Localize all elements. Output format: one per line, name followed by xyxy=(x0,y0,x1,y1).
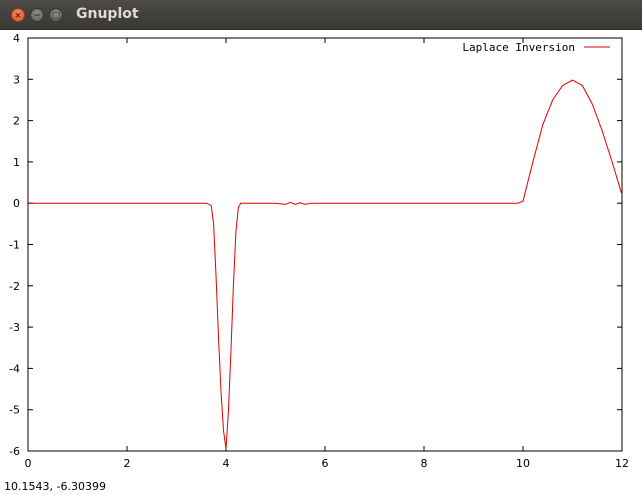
window-titlebar[interactable]: × − □ Gnuplot xyxy=(0,0,642,30)
close-icon[interactable]: × xyxy=(11,8,25,22)
series-line xyxy=(28,79,623,449)
x-tick-label: 0 xyxy=(25,457,32,470)
minimize-icon[interactable]: − xyxy=(30,8,44,22)
y-tick-label: 0 xyxy=(13,197,20,210)
y-tick-label: -4 xyxy=(9,362,20,375)
x-tick-label: 6 xyxy=(322,457,329,470)
y-tick-label: -1 xyxy=(9,239,20,252)
x-tick-label: 4 xyxy=(223,457,230,470)
y-tick-label: -2 xyxy=(9,280,20,293)
x-tick-label: 2 xyxy=(124,457,131,470)
x-tick-label: 8 xyxy=(421,457,428,470)
y-tick-label: -3 xyxy=(9,321,20,334)
maximize-icon[interactable]: □ xyxy=(49,8,63,22)
y-tick-label: 1 xyxy=(13,156,20,169)
y-tick-label: 3 xyxy=(13,73,20,86)
y-tick-label: -6 xyxy=(9,445,20,458)
legend-label: Laplace Inversion xyxy=(462,41,575,54)
x-tick-label: 12 xyxy=(615,457,629,470)
plot-frame xyxy=(27,37,623,452)
y-tick-label: -5 xyxy=(9,404,20,417)
x-tick-label: 10 xyxy=(516,457,530,470)
plot-area[interactable]: 0 2 4 6 8 10 12 -6 -5 -4 -3 -2 -1 0 1 2 3 4 Laplace Invers… xyxy=(0,30,642,479)
y-tick-label: 4 xyxy=(13,32,20,45)
status-bar: 10.1543, -6.30399 xyxy=(0,479,642,495)
window-title: Gnuplot xyxy=(76,6,139,22)
mouse-coordinates: 10.1543, -6.30399 xyxy=(4,480,106,493)
y-tick-label: 2 xyxy=(13,115,20,128)
